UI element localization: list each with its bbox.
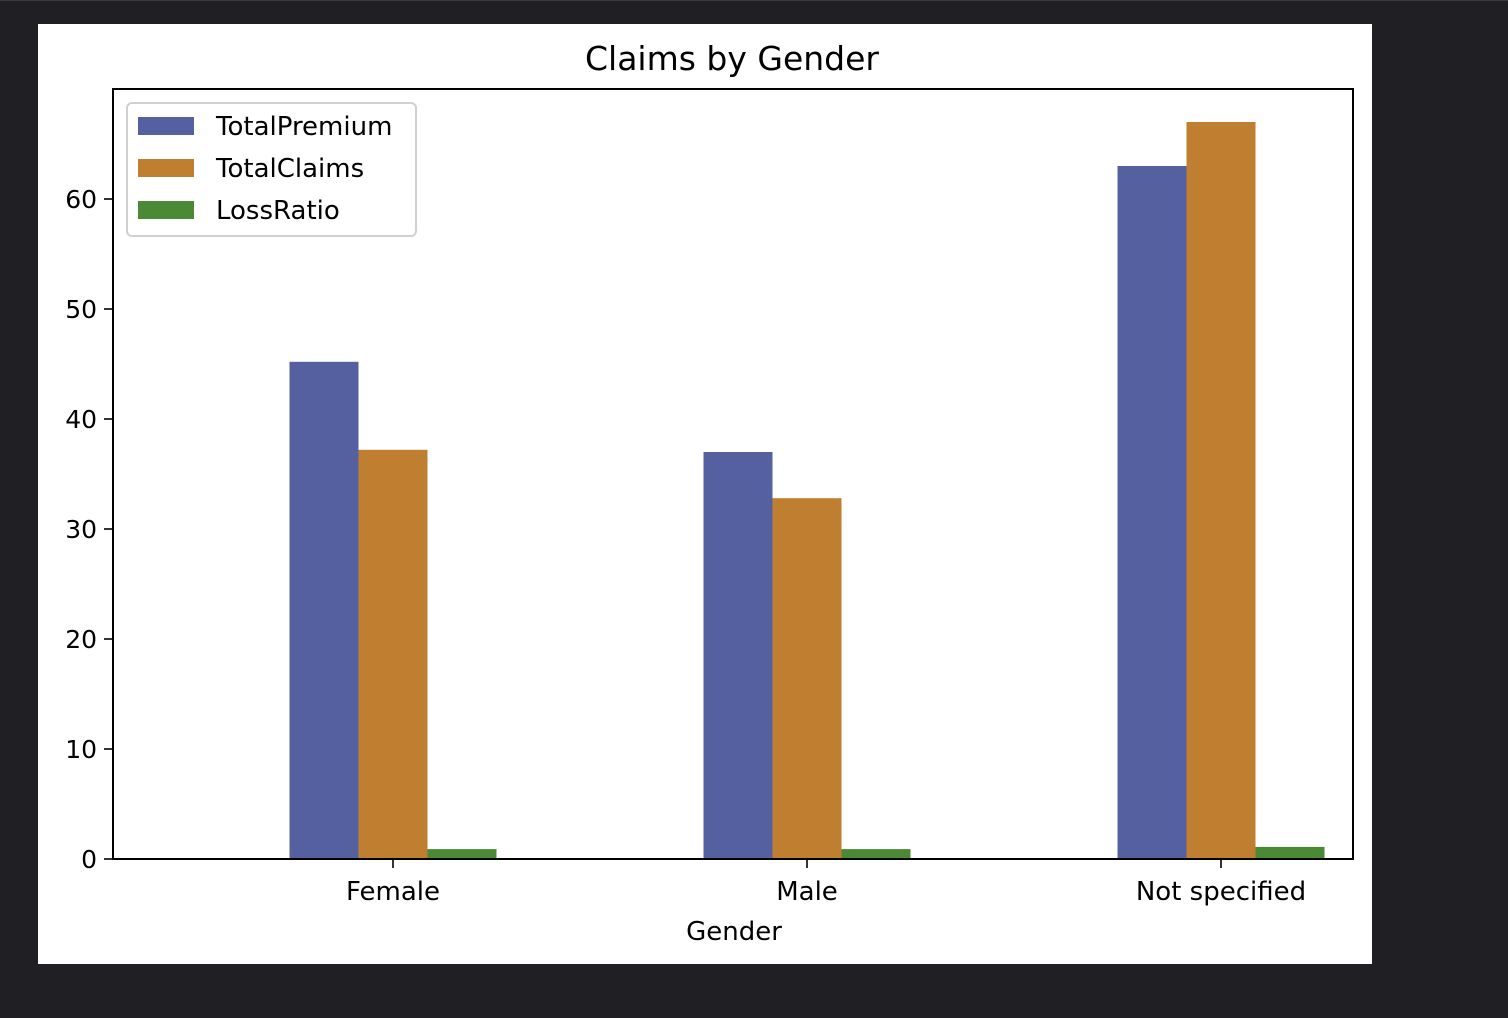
y-tick-label: 50 (65, 295, 97, 324)
bar-totalpremium-female (289, 361, 359, 859)
legend-label-lossratio: LossRatio (216, 196, 340, 226)
legend-swatch-totalclaims (138, 159, 194, 177)
bar-lossratio-female (427, 849, 497, 859)
legend-swatch-lossratio (138, 201, 194, 219)
bar-group (289, 122, 1325, 859)
bar-totalpremium-not-specified (1117, 166, 1187, 859)
legend-swatch-totalpremium (138, 117, 194, 135)
chart-figure: Claims by Gender 0 10 20 30 40 50 60 Female Mal… (38, 24, 1372, 964)
y-tick-label: 20 (65, 625, 97, 654)
y-tick-label: 60 (65, 185, 97, 214)
legend-label-totalpremium: TotalPremium (215, 112, 392, 142)
x-tick-label: Not specified (1136, 877, 1306, 907)
x-axis-label: Gender (686, 917, 782, 947)
bar-totalclaims-female (358, 449, 428, 859)
bar-totalclaims-male (772, 498, 842, 859)
legend-box (126, 102, 417, 237)
y-tick-label: 0 (81, 845, 97, 874)
legend: TotalPremium TotalClaims LossRatio (126, 102, 417, 237)
chart-title: Claims by Gender (585, 39, 879, 78)
x-tick-label: Female (346, 877, 440, 907)
plot-frame (112, 88, 1354, 860)
x-axis: Female Male Not specified (346, 859, 1306, 907)
bar-lossratio-not-specified (1255, 846, 1325, 859)
window-top-border (0, 0, 1508, 1)
legend-label-totalclaims: TotalClaims (215, 154, 364, 184)
bar-totalpremium-male (703, 452, 773, 859)
y-tick-label: 10 (65, 735, 97, 764)
bar-chart: Claims by Gender 0 10 20 30 40 50 60 Female Mal… (65, 39, 1354, 947)
x-tick-label: Male (776, 877, 838, 907)
y-tick-label: 30 (65, 515, 97, 544)
bar-lossratio-male (841, 849, 911, 859)
y-axis: 0 10 20 30 40 50 60 (65, 185, 113, 874)
y-tick-label: 40 (65, 405, 97, 434)
bar-totalclaims-not-specified (1186, 122, 1256, 859)
